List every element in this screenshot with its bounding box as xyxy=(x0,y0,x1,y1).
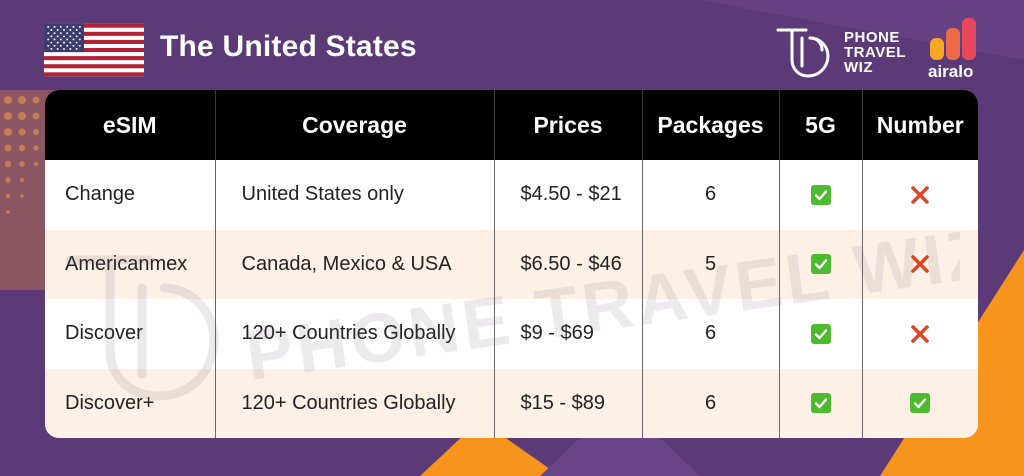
check-icon xyxy=(810,323,831,344)
esim-name: Americanmex xyxy=(45,229,216,299)
ptw-brand-line-3: WIZ xyxy=(844,59,873,76)
number-cell xyxy=(862,160,978,230)
packages-cell: 6 xyxy=(642,160,780,230)
page-title: The United States xyxy=(160,30,417,63)
coverage-cell: 120+ Countries Globally xyxy=(215,368,495,438)
esim-name: Discover+ xyxy=(45,368,216,438)
airalo-mark-icon xyxy=(930,18,976,60)
check-icon xyxy=(810,184,831,205)
check-icon xyxy=(810,254,831,275)
column-header-coverage: Coverage xyxy=(215,90,495,160)
column-header-esim: eSIM xyxy=(45,90,216,160)
table-header-row: eSIM Coverage Prices Packages 5G Number xyxy=(45,90,978,160)
us-flag-icon xyxy=(44,23,144,77)
esim-name: Discover xyxy=(45,299,216,369)
5g-cell xyxy=(779,229,863,299)
packages-cell: 6 xyxy=(642,368,780,438)
ptw-monogram-icon xyxy=(776,28,830,78)
prices-cell: $15 - $89 xyxy=(494,368,643,438)
check-icon xyxy=(910,393,931,414)
coverage-cell: United States only xyxy=(215,160,495,230)
table-row: Change United States only $4.50 - $21 6 xyxy=(45,160,978,230)
table-row: Americanmex Canada, Mexico & USA $6.50 -… xyxy=(45,229,978,299)
5g-cell xyxy=(779,368,863,438)
column-header-number: Number xyxy=(862,90,978,160)
prices-cell: $6.50 - $46 xyxy=(494,229,643,299)
table-row: Discover 120+ Countries Globally $9 - $6… xyxy=(45,299,978,369)
phone-travel-wiz-logo: PHONE TRAVEL WIZ xyxy=(772,20,912,82)
prices-cell: $9 - $69 xyxy=(494,299,643,369)
table-row: Discover+ 120+ Countries Globally $15 - … xyxy=(45,368,978,438)
ptw-brand-line-1: PHONE xyxy=(844,29,900,46)
number-cell xyxy=(862,368,978,438)
esim-name: Change xyxy=(45,160,216,230)
check-icon xyxy=(810,393,831,414)
ptw-brand-line-2: TRAVEL xyxy=(844,44,906,61)
cross-icon xyxy=(911,255,930,274)
packages-cell: 5 xyxy=(642,229,780,299)
packages-cell: 6 xyxy=(642,299,780,369)
airalo-logo: airalo xyxy=(924,18,984,82)
5g-cell xyxy=(779,160,863,230)
header: The United States PHONE TRAVEL WIZ airal… xyxy=(0,0,1024,90)
coverage-cell: Canada, Mexico & USA xyxy=(215,229,495,299)
airalo-wordmark: airalo xyxy=(928,62,974,81)
column-header-packages: Packages xyxy=(642,90,780,160)
cross-icon xyxy=(911,325,930,343)
5g-cell xyxy=(779,299,863,369)
column-header-prices: Prices xyxy=(494,90,643,160)
cross-icon xyxy=(911,186,930,204)
coverage-cell: 120+ Countries Globally xyxy=(215,299,495,369)
column-header-5g: 5G xyxy=(779,90,863,160)
prices-cell: $4.50 - $21 xyxy=(494,160,643,230)
number-cell xyxy=(862,299,978,369)
esim-comparison-table: eSIM Coverage Prices Packages 5G Number … xyxy=(45,90,978,438)
number-cell xyxy=(862,229,978,299)
